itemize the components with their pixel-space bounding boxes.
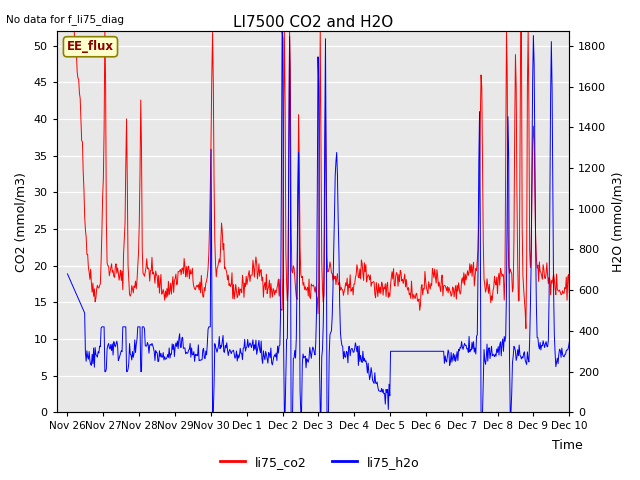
Text: No data for f_li75_diag: No data for f_li75_diag [6,14,124,25]
Y-axis label: H2O (mmol/m3): H2O (mmol/m3) [612,171,625,272]
Legend: li75_co2, li75_h2o: li75_co2, li75_h2o [215,451,425,474]
Text: Time: Time [552,439,582,452]
Y-axis label: CO2 (mmol/m3): CO2 (mmol/m3) [15,172,28,272]
Text: EE_flux: EE_flux [67,40,114,53]
Title: LI7500 CO2 and H2O: LI7500 CO2 and H2O [233,15,393,30]
